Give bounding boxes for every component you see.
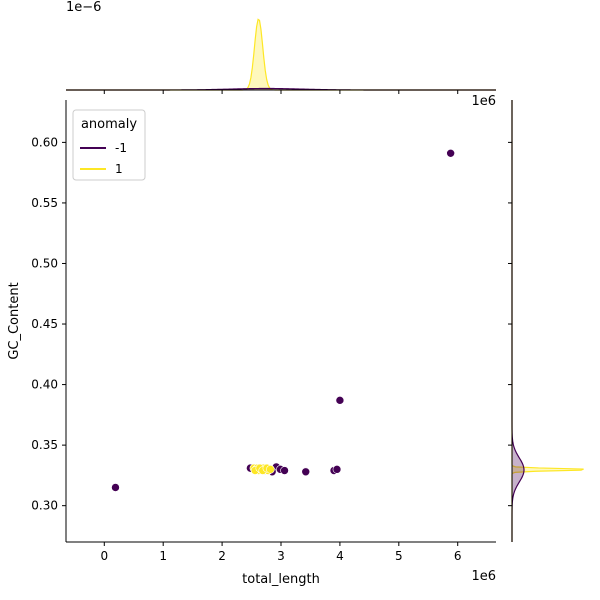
top-marginal: 1e−6 xyxy=(66,0,496,94)
x-tick-label: 3 xyxy=(277,549,285,563)
top-kde-fill xyxy=(66,19,496,91)
right-marginal-kde xyxy=(511,100,584,542)
legend-frame xyxy=(72,109,146,181)
scatter-point-anomaly-neg1 xyxy=(111,483,120,492)
scatter-point-anomaly-pos1 xyxy=(266,465,275,474)
scatter-point-anomaly-neg1 xyxy=(446,148,455,158)
scatter-points xyxy=(111,148,455,492)
right-marginal xyxy=(508,100,584,542)
right-marginal-ticks xyxy=(508,141,512,507)
y-tick-label: 0.40 xyxy=(31,378,58,392)
legend-label-neg1: -1 xyxy=(115,141,127,155)
y-tick-label: 0.50 xyxy=(31,256,58,270)
x-tick-label: 1 xyxy=(159,549,167,563)
x-tick-label: 5 xyxy=(395,549,403,563)
y-axis-label: GC_Content xyxy=(7,282,22,359)
scatter-point-anomaly-neg1 xyxy=(335,396,345,405)
legend: anomaly -1 1 xyxy=(72,109,146,181)
scatter-point-anomaly-neg1 xyxy=(301,467,311,477)
y-tick-label: 0.60 xyxy=(31,135,58,149)
y-tick-label: 0.45 xyxy=(31,317,58,331)
main-plot: 0 1 2 3 4 5 6 0.30 0.35 0.40 0.45 0.50 0.55 0.60 tot… xyxy=(7,94,496,587)
scatter-point-anomaly-neg1 xyxy=(280,466,289,475)
top-marginal-ticks xyxy=(103,90,459,94)
top-kde-line xyxy=(66,18,496,91)
scatter-point-anomaly-neg1 xyxy=(332,465,342,474)
y-ticks: 0.30 0.35 0.40 0.45 0.50 0.55 0.60 xyxy=(31,135,66,513)
x-offset-label-top: 1e6 xyxy=(471,94,496,109)
legend-title: anomaly xyxy=(81,117,137,132)
x-tick-label: 2 xyxy=(218,549,226,563)
x-offset-label: 1e6 xyxy=(471,569,496,584)
x-axis-label: total_length xyxy=(242,572,320,587)
top-marginal-offset-label: 1e−6 xyxy=(66,0,101,15)
x-tick-label: 0 xyxy=(100,549,108,563)
x-tick-label: 4 xyxy=(336,549,344,563)
y-tick-label: 0.55 xyxy=(31,196,58,210)
x-tick-label: 6 xyxy=(454,549,462,563)
top-kde-fill xyxy=(66,88,496,90)
x-ticks: 0 1 2 3 4 5 6 xyxy=(100,542,462,563)
top-marginal-kde xyxy=(66,18,496,91)
y-tick-label: 0.35 xyxy=(31,438,58,452)
y-tick-label: 0.30 xyxy=(31,499,58,513)
legend-label-pos1: 1 xyxy=(115,162,123,176)
